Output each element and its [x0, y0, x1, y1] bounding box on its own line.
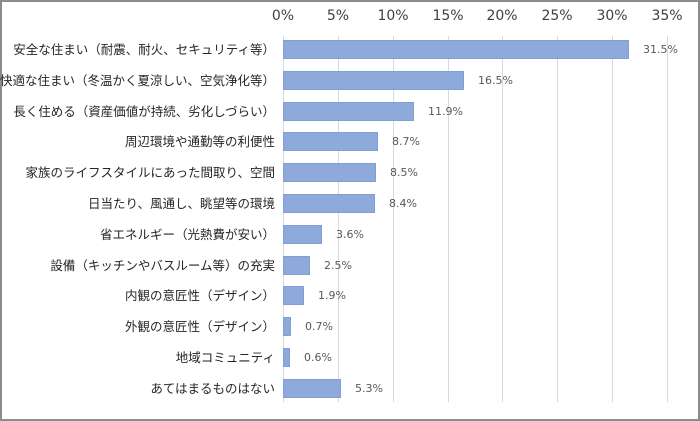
value-label: 31.5%: [643, 43, 678, 56]
bar: [283, 348, 290, 367]
value-label: 0.7%: [305, 320, 333, 333]
bar: [283, 102, 414, 121]
gridline: [283, 36, 284, 402]
gridline: [667, 36, 668, 402]
category-label: 地域コミュニティ: [175, 350, 275, 365]
x-tick-label: 0%: [271, 8, 295, 24]
x-tick-label: 30%: [596, 8, 628, 24]
category-label: 周辺環境や通勤等の利便性: [124, 134, 275, 149]
value-label: 0.6%: [304, 351, 332, 364]
bar: [283, 317, 291, 336]
category-label: 家族のライフスタイルにあった間取り、空間: [25, 165, 275, 180]
category-label: 内観の意匠性（デザイン）: [124, 288, 275, 303]
x-tick-label: 10%: [377, 8, 409, 24]
category-label: 安全な住まい（耐震、耐火、セキュリティ等）: [13, 42, 275, 57]
gridline: [448, 36, 449, 402]
bar: [283, 40, 629, 59]
bar: [283, 379, 341, 398]
bar: [283, 163, 376, 182]
value-label: 1.9%: [318, 289, 346, 302]
gridline: [393, 36, 394, 402]
gridline: [557, 36, 558, 402]
bar: [283, 71, 464, 90]
gridline: [612, 36, 613, 402]
category-label: 設備（キッチンやバスルーム等）の充実: [50, 258, 275, 273]
value-label: 5.3%: [355, 382, 383, 395]
bar: [283, 256, 310, 275]
value-label: 2.5%: [324, 259, 352, 272]
x-tick-label: 5%: [326, 8, 350, 24]
bar: [283, 286, 304, 305]
value-label: 3.6%: [336, 228, 364, 241]
category-label: 快適な住まい（冬温かく夏涼しい、空気浄化等）: [0, 73, 275, 88]
x-tick-label: 35%: [651, 8, 683, 24]
x-tick-label: 20%: [486, 8, 518, 24]
bar: [283, 132, 378, 151]
value-label: 16.5%: [478, 74, 513, 87]
bar: [283, 225, 322, 244]
value-label: 8.7%: [392, 135, 420, 148]
category-label: 長く住める（資産価値が持続、劣化しづらい）: [13, 104, 275, 119]
value-label: 8.5%: [390, 166, 418, 179]
category-label: 日当たり、風通し、眺望等の環境: [87, 196, 275, 211]
bar: [283, 194, 375, 213]
gridline: [338, 36, 339, 402]
category-label: あてはまるものはない: [150, 381, 275, 396]
x-tick-label: 25%: [541, 8, 573, 24]
value-label: 8.4%: [389, 197, 417, 210]
value-label: 11.9%: [428, 105, 463, 118]
x-tick-label: 15%: [432, 8, 464, 24]
category-label: 外観の意匠性（デザイン）: [124, 319, 275, 334]
gridline: [502, 36, 503, 402]
category-label: 省エネルギー（光熱費が安い）: [99, 227, 275, 242]
